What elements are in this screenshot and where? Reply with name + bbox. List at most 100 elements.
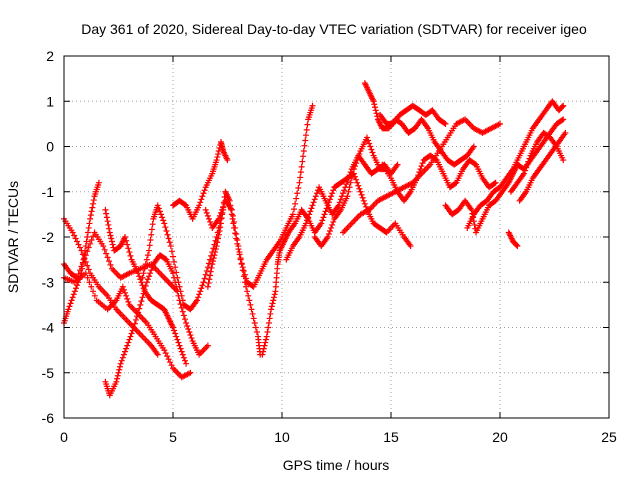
data-point (103, 210, 110, 217)
data-point (124, 241, 131, 248)
data-point (337, 196, 344, 203)
data-point (394, 161, 401, 168)
data-point (149, 221, 156, 228)
data-point (234, 240, 241, 247)
data-point (114, 372, 121, 379)
data-point (135, 309, 142, 316)
data-point (132, 316, 139, 323)
data-point (372, 107, 379, 114)
y-axis-label: SDTVAR / TECUs (5, 181, 21, 293)
data-point (211, 252, 218, 259)
data-point (139, 282, 146, 289)
data-point (213, 243, 220, 250)
data-point (88, 283, 95, 290)
data-point (347, 179, 354, 186)
series-track-20 (505, 229, 521, 250)
data-point (312, 193, 319, 200)
data-point (162, 255, 169, 262)
data-point (370, 98, 377, 105)
data-point (217, 224, 224, 231)
data-point (148, 231, 155, 238)
data-point (103, 250, 110, 257)
data-point (186, 329, 193, 336)
data-point (198, 196, 205, 203)
data-point (251, 319, 258, 326)
data-point (86, 220, 93, 227)
data-point (138, 298, 145, 305)
data-point (271, 291, 278, 298)
data-point (179, 297, 186, 304)
data-point (214, 154, 221, 161)
data-point (90, 288, 97, 295)
data-point (123, 292, 130, 299)
data-point (321, 211, 328, 218)
data-point (299, 158, 306, 165)
data-point (122, 234, 129, 240)
y-axis: -6 -5 -4 -3 -2 -1 0 1 2 (42, 48, 609, 426)
data-point (119, 354, 126, 361)
data-point (294, 190, 301, 197)
data-point (160, 217, 167, 224)
data-point (492, 179, 499, 186)
data-point (143, 256, 150, 263)
data-point (372, 104, 379, 111)
data-point (265, 324, 272, 331)
data-point (243, 275, 250, 282)
data-point (240, 267, 247, 274)
series-track-1 (61, 229, 181, 295)
data-point (173, 333, 180, 340)
data-point (525, 158, 532, 165)
series-track-11 (259, 170, 414, 358)
data-point (266, 315, 273, 322)
y-tick-label: 1 (46, 93, 54, 109)
data-point (178, 304, 185, 311)
data-point (106, 229, 113, 236)
data-point (85, 266, 92, 273)
data-point (295, 184, 302, 191)
data-point (207, 268, 214, 275)
data-point (207, 272, 214, 279)
data-point (75, 241, 82, 248)
data-point (154, 202, 161, 209)
series-track-8 (170, 138, 231, 222)
data-point (123, 345, 130, 352)
data-point (219, 209, 226, 216)
data-point (172, 264, 179, 271)
data-point (369, 149, 376, 156)
data-point (209, 261, 216, 268)
data-point (253, 329, 260, 336)
data-point (471, 160, 478, 167)
data-point (297, 174, 304, 181)
data-point (311, 196, 318, 203)
data-point (66, 303, 73, 310)
data-point (313, 190, 320, 197)
data-point (303, 126, 310, 133)
data-point (162, 224, 169, 231)
data-point (87, 215, 94, 222)
data-point (187, 332, 194, 339)
data-point (271, 294, 278, 301)
data-point (325, 230, 332, 237)
data-point (183, 319, 190, 326)
series-track-16 (379, 152, 499, 204)
data-point (346, 172, 353, 179)
data-point (181, 357, 188, 364)
data-point (304, 217, 311, 224)
data-point (75, 279, 82, 286)
data-point (171, 327, 178, 334)
data-point (69, 229, 76, 236)
data-point (122, 348, 129, 355)
data-point (268, 306, 275, 313)
data-point (470, 143, 477, 150)
data-point (270, 297, 277, 304)
data-point (71, 232, 78, 239)
data-point (82, 247, 89, 254)
data-point (441, 120, 448, 127)
data-point (136, 305, 143, 312)
data-point (168, 248, 175, 255)
data-point (200, 279, 207, 286)
data-point (296, 179, 303, 186)
data-point (354, 157, 361, 164)
data-point (134, 313, 141, 320)
